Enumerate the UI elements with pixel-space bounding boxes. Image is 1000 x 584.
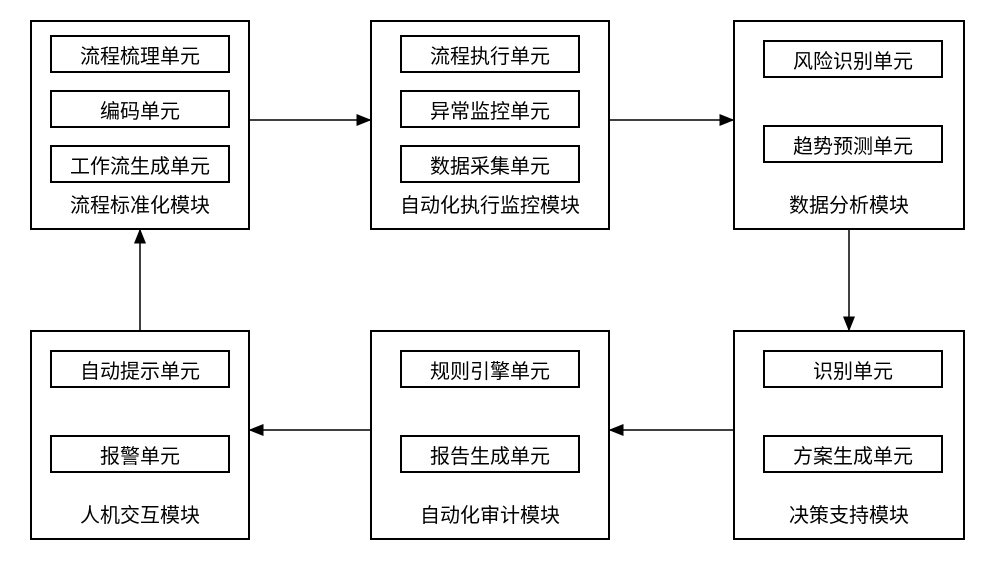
module-title: 决策支持模块 (735, 499, 963, 528)
module-title: 自动化审计模块 (372, 499, 608, 528)
unit-solution-generation: 方案生成单元 (763, 435, 943, 473)
unit-risk-identification: 风险识别单元 (763, 40, 943, 78)
module-title: 流程标准化模块 (32, 189, 248, 218)
unit-trend-prediction: 趋势预测单元 (763, 125, 943, 163)
unit-exception-monitor: 异常监控单元 (400, 90, 580, 128)
unit-workflow-generation: 工作流生成单元 (50, 145, 230, 183)
unit-auto-prompt: 自动提示单元 (50, 350, 230, 388)
unit-alarm: 报警单元 (50, 435, 230, 473)
unit-identification: 识别单元 (763, 350, 943, 388)
diagram-canvas: 流程标准化模块 流程梳理单元 编码单元 工作流生成单元 自动化执行监控模块 流程… (0, 0, 1000, 584)
unit-encoding: 编码单元 (50, 90, 230, 128)
module-title: 人机交互模块 (32, 499, 248, 528)
unit-process-sorting: 流程梳理单元 (50, 35, 230, 73)
module-title: 自动化执行监控模块 (372, 189, 608, 218)
unit-rule-engine: 规则引擎单元 (400, 350, 580, 388)
unit-data-collection: 数据采集单元 (400, 145, 580, 183)
unit-report-generation: 报告生成单元 (400, 435, 580, 473)
module-title: 数据分析模块 (735, 189, 963, 218)
unit-process-execution: 流程执行单元 (400, 35, 580, 73)
